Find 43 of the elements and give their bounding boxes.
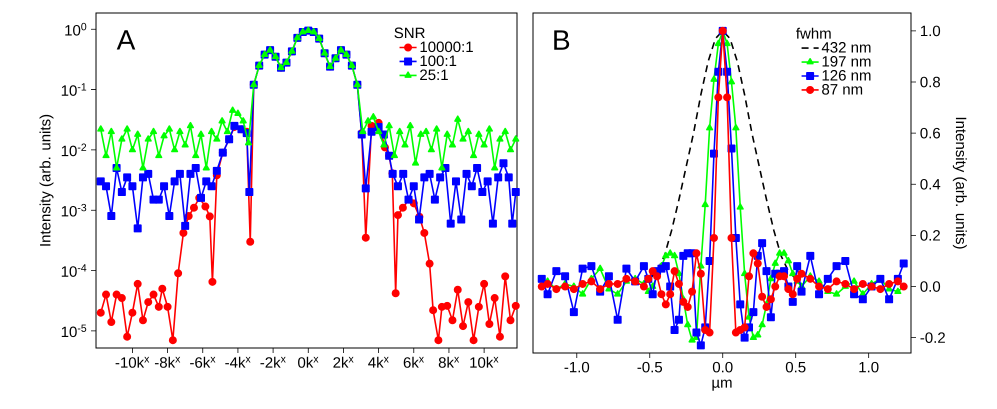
x-tick-label: 0.0 [712, 362, 733, 372]
x-tick-label: 0.5 [786, 362, 806, 372]
legend-title: fwhm [796, 28, 831, 39]
x-tick-label: 6k$^{x}$ [404, 356, 424, 368]
x-tick-label: -4k$^{x}$ [225, 356, 251, 368]
y2-axis-title: Intensity (arb. units) [952, 118, 967, 249]
y-axis-title: Intensity (arb. units) [40, 114, 54, 246]
x-tick-label: -8k$^{x}$ [154, 356, 180, 368]
y-tick-label: 10$^{-3}$ [62, 204, 86, 217]
x-tick-label: 1.0 [859, 362, 878, 372]
annotation: A [116, 30, 136, 50]
legend-label: 25:1 [420, 69, 448, 80]
legend-label: 100:1 [420, 55, 456, 66]
x-tick-label: 4k$^{x}$ [368, 356, 389, 368]
y-tick-label: 10$^{-2}$ [62, 144, 86, 156]
text: 0.4 [920, 178, 940, 190]
x-tick-label: -10k$^{x}$ [116, 356, 150, 368]
x-tick-label: -6k$^{x}$ [190, 356, 216, 368]
legend-label: 197 nm [822, 56, 870, 67]
y-tick-label: 10$^{-1}$ [62, 83, 86, 96]
x-tick-label: 0k$^{x}$ [298, 356, 318, 368]
x-tick-label: 10k$^{x}$ [470, 356, 498, 368]
x-tick-label: -0.5 [637, 362, 662, 372]
legend-title: SNR [394, 28, 425, 38]
text: 0.2 [920, 230, 940, 241]
legend-label: 87 nm [822, 84, 862, 95]
annotation: B [554, 30, 570, 50]
x-tick-label: 2k$^{x}$ [333, 356, 354, 368]
y-tick-label: 10$^{-5}$ [62, 324, 86, 338]
y-tick-label: 10$^{0}$ [65, 22, 86, 36]
text: 0.6 [920, 128, 940, 138]
text: 1.0 [920, 26, 940, 36]
legend-label: 10000:1 [420, 42, 473, 52]
x-axis-title: µm [712, 380, 732, 391]
text: -0.2 [920, 332, 945, 343]
y-tick-label: 10$^{-4}$ [62, 264, 86, 277]
x-tick-label: -1.0 [564, 362, 590, 372]
x-tick-label: 8k$^{x}$ [438, 356, 460, 368]
text: 0.0 [920, 281, 940, 292]
legend-label: 126 nm [822, 70, 870, 81]
x-tick-label: -2k$^{x}$ [260, 356, 286, 368]
legend-label: 432 nm [822, 42, 870, 53]
text: 0.8 [920, 76, 940, 88]
